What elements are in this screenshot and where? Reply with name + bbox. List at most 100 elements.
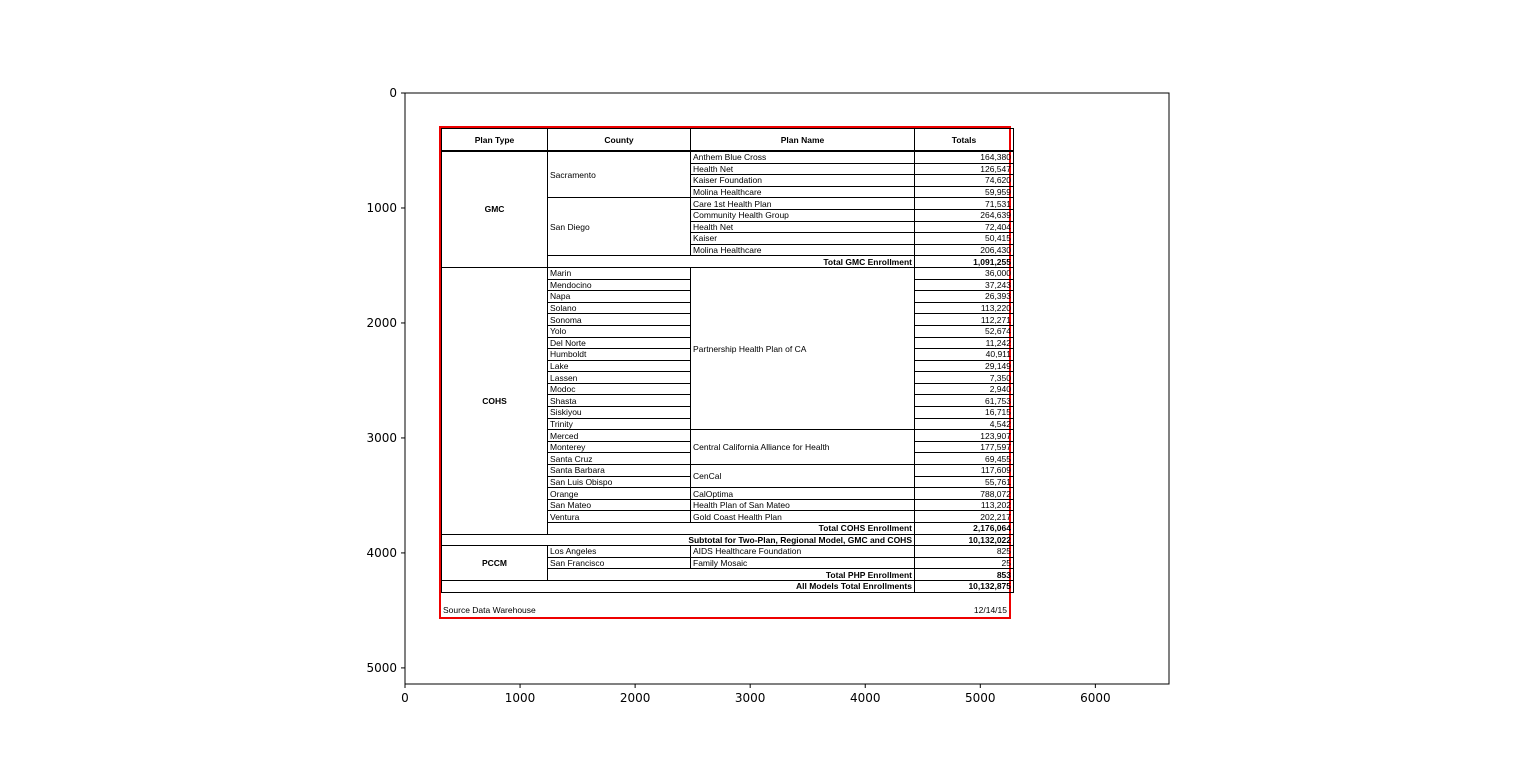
x-tick-label: 3000 bbox=[735, 691, 766, 705]
table-row: Health Net 126,547 bbox=[442, 162, 1014, 176]
total-cell: 825 bbox=[914, 545, 1014, 558]
county-cell: Los Angeles bbox=[547, 545, 691, 558]
plan-name-cell: Central California Alliance for Health bbox=[690, 429, 915, 466]
x-tick-label: 4000 bbox=[850, 691, 881, 705]
highlighted-table-region: Plan Type County Plan Name Totals GMC Sacram… bbox=[439, 126, 1014, 619]
county-cell: San Francisco bbox=[547, 556, 691, 570]
report-date: 12/14/15 bbox=[973, 605, 1007, 615]
total-cell: 264,639 bbox=[914, 208, 1014, 222]
total-cell: 112,271 bbox=[914, 313, 1014, 326]
plan-name-cell: Kaiser bbox=[690, 232, 915, 245]
subtotal-label: Subtotal for Two-Plan, Regional Model, G… bbox=[441, 533, 915, 547]
total-cell: 126,547 bbox=[914, 162, 1014, 176]
plan-name-cell: Partnership Health Plan of CA bbox=[690, 266, 915, 431]
total-cell: 40,911 bbox=[914, 348, 1014, 361]
county-cell: Yolo bbox=[547, 324, 691, 338]
total-cell: 61,753 bbox=[914, 394, 1014, 408]
county-cell: Lake bbox=[547, 359, 691, 373]
table-row: San Diego Care 1st Health Plan 71,531 bbox=[442, 197, 1014, 257]
x-tick-label: 0 bbox=[401, 691, 409, 705]
enrollment-table: Plan Type County Plan Name Totals GMC Sacram… bbox=[441, 128, 1014, 593]
group-total-row: Total PHP Enrollment 853 bbox=[442, 568, 1014, 581]
county-cell: Del Norte bbox=[547, 336, 691, 350]
table-row: Molina Healthcare 206,430 bbox=[442, 243, 1014, 257]
total-cell: 50,415 bbox=[914, 232, 1014, 245]
county-cell: Trinity bbox=[547, 417, 691, 431]
county-cell: San Diego bbox=[547, 197, 691, 257]
table-row: Merced Central California Alliance for He… bbox=[442, 429, 1014, 466]
county-cell: San Mateo bbox=[547, 498, 691, 512]
column-header: Totals bbox=[914, 128, 1014, 152]
x-tick-label: 6000 bbox=[1080, 691, 1111, 705]
column-header: Plan Type bbox=[441, 128, 548, 152]
plan-name-cell: Community Health Group bbox=[690, 208, 915, 222]
total-cell: 117,609 bbox=[914, 464, 1014, 477]
plan-name-cell: Health Net bbox=[690, 220, 915, 234]
county-cell: Siskiyou bbox=[547, 406, 691, 419]
group-total-value: 2,176,064 bbox=[914, 522, 1014, 535]
total-cell: 4,542 bbox=[914, 417, 1014, 431]
total-cell: 74,620 bbox=[914, 174, 1014, 187]
plan-name-cell: Gold Coast Health Plan bbox=[690, 510, 915, 523]
table-row: PCCM Los Angeles AIDS Healthcare Foundatio… bbox=[441, 545, 1014, 581]
x-tick-label: 2000 bbox=[620, 691, 651, 705]
plan-name-cell: Molina Healthcare bbox=[690, 243, 915, 257]
county-cell: Sonoma bbox=[547, 313, 691, 326]
group-total-label: Total COHS Enrollment bbox=[547, 522, 915, 535]
group-total-label: Total PHP Enrollment bbox=[547, 568, 915, 581]
table-row: GMC Sacramento Anthem Blue Cross 164,380 bbox=[441, 150, 1014, 268]
table-row: Trinity 4,542 bbox=[442, 417, 1014, 431]
table-row: Molina Healthcare 59,959 bbox=[442, 185, 1014, 199]
y-tick-label: 2000 bbox=[366, 316, 397, 330]
column-header: County bbox=[547, 128, 691, 152]
x-tick-label: 5000 bbox=[965, 691, 996, 705]
total-cell: 26,393 bbox=[914, 290, 1014, 303]
county-cell: Orange bbox=[547, 487, 691, 500]
total-cell: 788,072 bbox=[914, 487, 1014, 500]
group-total-value: 853 bbox=[914, 568, 1014, 581]
total-cell: 72,404 bbox=[914, 220, 1014, 234]
table-row: Health Net 72,404 bbox=[442, 220, 1014, 234]
county-cell: Solano bbox=[547, 301, 691, 315]
total-cell: 113,202 bbox=[914, 498, 1014, 512]
subtotal-value: 10,132,022 bbox=[914, 533, 1014, 547]
county-cell: Merced bbox=[547, 429, 691, 442]
plan-type-cell: GMC bbox=[441, 150, 548, 268]
table-row: Community Health Group 264,639 bbox=[442, 208, 1014, 222]
total-cell: 16,715 bbox=[914, 406, 1014, 419]
total-cell: 123,907 bbox=[914, 429, 1014, 442]
table-row: San Francisco Family Mosaic 25 bbox=[442, 556, 1014, 570]
grand-total-row: All Models Total Enrollments 10,132,875 bbox=[441, 579, 1014, 593]
county-cell: Sacramento bbox=[547, 150, 691, 199]
county-cell: Humboldt bbox=[547, 348, 691, 361]
county-cell: Marin bbox=[547, 266, 691, 280]
plan-name-cell: Care 1st Health Plan bbox=[690, 197, 915, 210]
plan-name-cell: CalOptima bbox=[690, 487, 915, 500]
y-tick-label: 0 bbox=[389, 86, 397, 100]
group-total-label: Total GMC Enrollment bbox=[547, 255, 915, 268]
total-cell: 55,761 bbox=[914, 475, 1014, 489]
plan-name-cell: Kaiser Foundation bbox=[690, 174, 915, 187]
table-row: Ventura Gold Coast Health Plan 202,217 bbox=[442, 510, 1014, 523]
county-cell: Ventura bbox=[547, 510, 691, 523]
x-tick-label: 1000 bbox=[505, 691, 536, 705]
plan-name-cell: CenCal bbox=[690, 464, 915, 489]
plan-name-cell: AIDS Healthcare Foundation bbox=[690, 545, 915, 558]
total-cell: 25 bbox=[914, 556, 1014, 570]
county-cell: Mendocino bbox=[547, 278, 691, 292]
total-cell: 69,455 bbox=[914, 452, 1014, 466]
plan-type-cell: COHS bbox=[441, 266, 548, 535]
total-cell: 59,959 bbox=[914, 185, 1014, 199]
y-tick-label: 4000 bbox=[366, 546, 397, 560]
y-tick-label: 5000 bbox=[366, 661, 397, 675]
column-header: Plan Name bbox=[690, 128, 915, 152]
county-cell: Shasta bbox=[547, 394, 691, 408]
total-cell: 11,242 bbox=[914, 336, 1014, 350]
total-cell: 7,350 bbox=[914, 371, 1014, 384]
total-cell: 36,000 bbox=[914, 266, 1014, 280]
total-cell: 113,220 bbox=[914, 301, 1014, 315]
county-cell: Santa Cruz bbox=[547, 452, 691, 466]
county-cell: Santa Barbara bbox=[547, 464, 691, 477]
plan-type-cell: PCCM bbox=[441, 545, 548, 581]
county-cell: Lassen bbox=[547, 371, 691, 384]
